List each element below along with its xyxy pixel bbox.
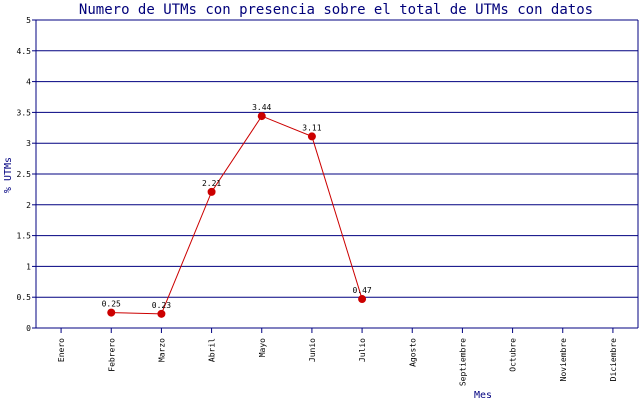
x-tick-label: Julio <box>358 338 367 362</box>
y-tick-label: 2 <box>26 201 31 210</box>
y-tick-label: 4 <box>26 78 31 87</box>
y-tick-label: 0.5 <box>17 293 32 302</box>
x-tick-label: Noviembre <box>559 338 568 382</box>
data-point <box>107 308 116 317</box>
series: 0.25 0.23 2.21 3.44 3.11 0.47 <box>102 103 372 318</box>
data-label: 3.44 <box>252 103 271 112</box>
data-point <box>157 309 166 318</box>
y-tick-label: 4.5 <box>17 47 32 56</box>
x-tick-label: Septiembre <box>458 338 467 386</box>
x-tick-label: Octubre <box>509 338 518 372</box>
series-line <box>111 115 363 315</box>
data-point <box>257 112 266 121</box>
y-tick-labels: 0 0.5 1 1.5 2 2.5 3 3.5 4 4.5 5 <box>17 16 32 333</box>
x-tick-label: Agosto <box>408 338 417 367</box>
y-tick-label: 5 <box>26 16 31 25</box>
x-tick-label: Marzo <box>157 338 166 362</box>
y-tick-label: 3 <box>26 139 31 148</box>
data-label: 2.21 <box>202 179 221 188</box>
y-tick-label: 1.5 <box>17 232 32 241</box>
grid-lines <box>36 19 638 329</box>
x-tick-label: Febrero <box>107 338 116 372</box>
axes <box>32 19 639 333</box>
data-label: 3.11 <box>302 123 321 132</box>
x-tick-label: Enero <box>57 338 66 362</box>
x-tick-label: Abril <box>208 338 217 362</box>
y-tick-label: 3.5 <box>17 108 32 117</box>
data-point <box>207 187 216 196</box>
y-tick-label: 0 <box>26 324 31 333</box>
y-tick-label: 1 <box>26 262 31 271</box>
x-tick-label: Mayo <box>258 338 267 357</box>
x-tick-label: Junio <box>308 338 317 362</box>
x-axis-label: Mes <box>474 390 492 400</box>
data-point <box>307 132 316 141</box>
data-label: 0.23 <box>152 301 171 310</box>
data-point <box>358 295 367 304</box>
x-tick-labels: Enero Febrero Marzo Abril Mayo Junio Julio Agos… <box>57 338 618 386</box>
chart-title: Numero de UTMs con presencia sobre el to… <box>79 2 593 18</box>
y-tick-label: 2.5 <box>17 170 32 179</box>
data-label: 0.25 <box>102 300 121 309</box>
data-label: 0.47 <box>352 286 371 295</box>
y-axis-label: % UTMs <box>3 157 14 193</box>
x-tick-label: Diciembre <box>609 338 618 382</box>
